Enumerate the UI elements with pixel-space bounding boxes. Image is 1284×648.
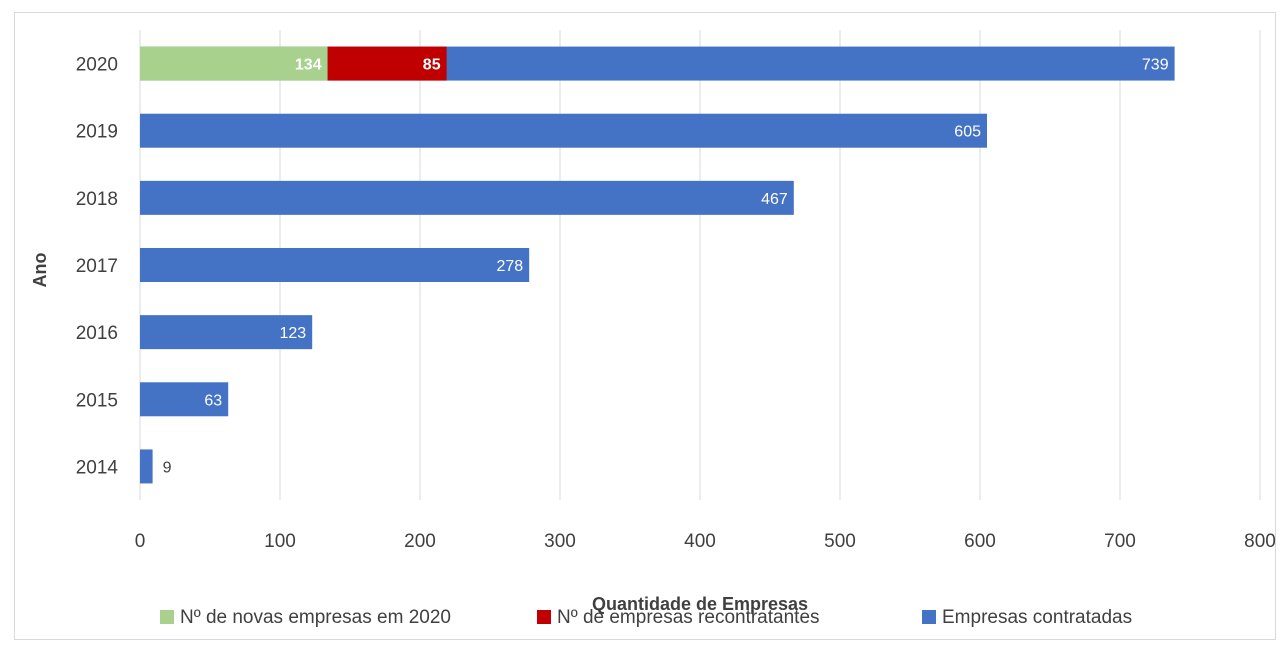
x-tick-label: 700: [1104, 531, 1136, 552]
y-category-label: 2018: [76, 189, 118, 210]
x-axis-ticks: 0 100 200 300 400 500 600 700 800: [135, 531, 1276, 552]
data-label: 63: [204, 392, 222, 409]
data-label: 9: [163, 459, 172, 476]
data-label: 605: [954, 124, 981, 141]
x-axis-title: Quantidade de Empresas: [592, 594, 808, 614]
y-axis-categories: 2020 2019 2018 2017 2016 2015 2014: [76, 55, 119, 479]
legend: Nº de novas empresas em 2020 Nº de empres…: [160, 607, 1132, 628]
y-category-label: 2014: [76, 457, 119, 478]
y-axis-title: Ano: [30, 253, 50, 288]
y-category-label: 2019: [76, 122, 118, 143]
x-tick-label: 600: [964, 531, 996, 552]
legend-label: Nº de novas empresas em 2020: [180, 607, 451, 628]
data-label: 123: [279, 325, 306, 342]
data-label: 85: [423, 57, 441, 74]
y-category-label: 2016: [76, 323, 118, 344]
bar-segment: [140, 46, 328, 81]
x-tick-label: 800: [1244, 531, 1276, 552]
bar-empresas-contratadas: [140, 449, 153, 484]
legend-swatch: [922, 610, 936, 624]
bars: [140, 46, 1175, 484]
bar-empresas-contratadas: [140, 180, 794, 215]
legend-swatch: [160, 610, 174, 624]
x-tick-label: 500: [824, 531, 856, 552]
bar-empresas-contratadas: [140, 382, 229, 417]
x-tick-label: 0: [135, 531, 146, 552]
x-tick-label: 400: [684, 531, 716, 552]
bar-segment: [327, 46, 447, 81]
bar-empresas-contratadas: [140, 248, 530, 282]
data-label: 278: [496, 258, 523, 275]
legend-label: Empresas contratadas: [942, 607, 1132, 628]
data-label: 739: [1142, 57, 1169, 74]
x-tick-label: 100: [264, 531, 296, 552]
data-label: 467: [761, 191, 788, 208]
legend-swatch: [537, 610, 551, 624]
y-category-label: 2020: [76, 55, 118, 76]
x-tick-label: 300: [544, 531, 576, 552]
data-label: 134: [295, 57, 322, 74]
x-tick-label: 200: [404, 531, 436, 552]
legend-label: Nº de empresas recontratantes: [557, 607, 820, 628]
y-category-label: 2017: [76, 256, 118, 277]
bar-empresas-contratadas: [140, 315, 313, 350]
y-category-label: 2015: [76, 390, 118, 411]
data-labels: 134 85 739 605 467 278 123 63 9: [163, 57, 1169, 477]
bar-empresas-contratadas: [140, 113, 987, 148]
